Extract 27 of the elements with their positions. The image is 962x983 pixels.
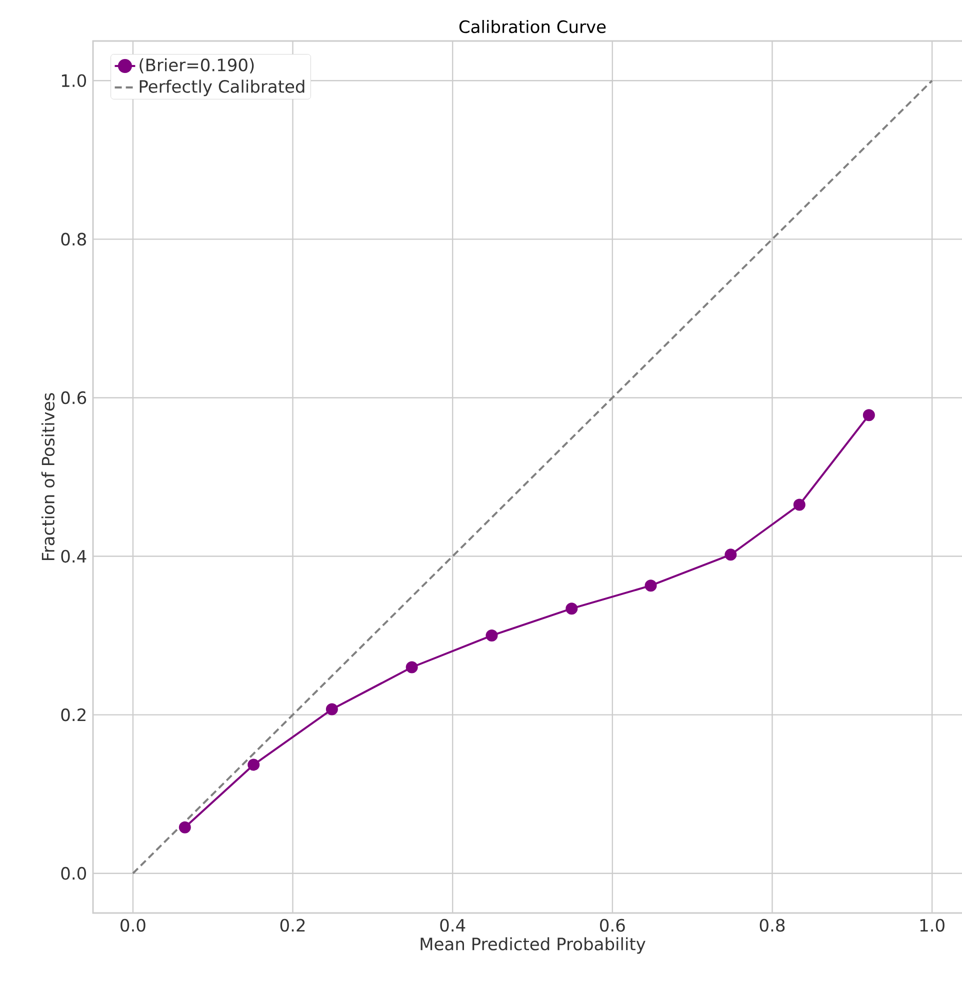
legend-label: (Brier=0.190) [140, 58, 254, 74]
x-tick-label: 0.6 [600, 918, 625, 932]
point [793, 498, 806, 511]
point [862, 409, 875, 422]
point [178, 821, 191, 834]
point [486, 630, 498, 642]
chart-title: Calibration Curve [459, 20, 606, 34]
y-tick-label: 0.4 [61, 550, 86, 563]
y-tick-label: 0.6 [61, 391, 86, 404]
x-tick-label: 0.4 [440, 918, 466, 932]
point [326, 703, 338, 716]
y-tick-label: 0.8 [61, 232, 86, 246]
point [724, 548, 737, 561]
x-tick-label: 0.2 [280, 918, 305, 932]
y-tick-label: 0.0 [61, 866, 86, 880]
x-tick-label: 0.0 [120, 918, 146, 932]
x-tick-label: 1.0 [920, 918, 944, 932]
point [644, 580, 657, 592]
y-axis-title: Fraction of Positives [41, 393, 55, 560]
y-tick-label: 1.0 [62, 74, 86, 88]
legend-label: Perfectly Calibrated [140, 80, 304, 96]
y-tick-label: 0.2 [61, 708, 86, 722]
x-tick-label: 0.8 [760, 918, 785, 932]
point [248, 758, 260, 771]
x-axis-title: Mean Predicted Probability [420, 937, 646, 954]
point [566, 602, 578, 615]
point [406, 661, 418, 674]
